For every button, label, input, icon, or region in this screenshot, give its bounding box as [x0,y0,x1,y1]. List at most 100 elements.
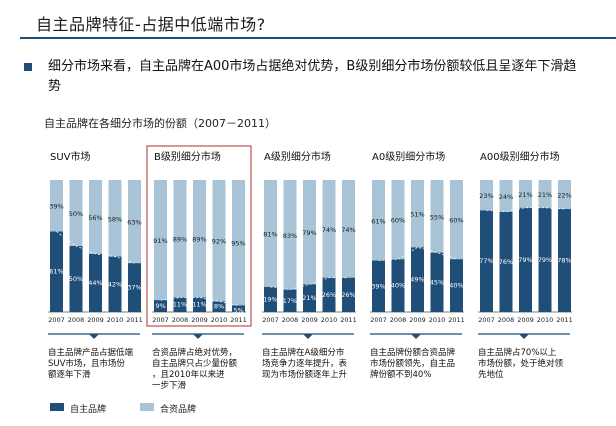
bar-jv [89,180,102,254]
data-label-jv: 63% [127,219,141,227]
bar-jv [519,180,532,208]
data-label-jv: 89% [192,236,206,244]
x-tick-label: 2009 [301,316,318,324]
x-tick-label: 2010 [211,316,228,324]
bar-domestic [283,289,297,312]
pointer-triangle-icon [89,334,99,339]
data-label-jv: 79% [302,229,316,237]
x-tick-label: 2007 [152,316,169,324]
x-tick-label: 2011 [448,316,465,324]
data-label-domestic: 40% [391,282,405,290]
pointer-triangle-icon [519,334,529,339]
panel-note: 合资品牌占绝对优势， [152,347,237,358]
data-label-jv: 83% [283,232,297,240]
bar-jv [538,180,552,208]
bar-jv [264,180,277,287]
bar-domestic [480,210,493,312]
bar-domestic [499,211,513,312]
chart-subtitle: 自主品牌在各细分市场的份额（2007－2011） [44,117,276,130]
x-tick-label: 2008 [390,316,407,324]
bar-domestic [108,256,122,312]
data-label-jv: 92% [212,238,226,246]
bar-domestic [342,277,355,312]
panel-note: 自主品牌在A级细分市 [262,347,345,358]
x-tick-label: 2010 [321,316,338,324]
x-tick-label: 2010 [107,316,124,324]
panel-note: SUV市场，且市场份 [48,358,125,369]
pointer-triangle-icon [193,334,203,339]
pointer-triangle-icon [411,334,421,339]
x-tick-label: 2008 [498,316,515,324]
bar-domestic [264,286,277,312]
trend-line [486,207,565,213]
data-label-jv: 21% [518,191,532,199]
bar-domestic [128,263,141,312]
data-label-domestic: 79% [538,256,552,264]
bar-jv [154,180,167,301]
x-tick-label: 2008 [172,316,189,324]
trend-line [160,297,239,306]
data-label-jv: 81% [263,230,277,238]
data-label-domestic: 37% [127,284,141,292]
data-label-domestic: 21% [302,294,316,302]
legend-label-jv: 合资品牌 [160,405,197,415]
bar-jv [372,180,385,261]
bar-jv [128,180,141,264]
x-tick-label: 2008 [282,316,299,324]
data-label-domestic: 45% [430,278,444,286]
panel-note: 自主品牌产品占据低端 [48,347,134,358]
data-label-domestic: 26% [322,291,336,299]
bar-domestic [538,207,552,312]
x-tick-label: 2008 [68,316,85,324]
bar-jv [69,180,83,246]
panel-title: B级别细分市场 [154,150,221,163]
bar-jv [283,180,297,290]
bar-jv [212,180,226,302]
data-label-domestic: 79% [518,256,532,264]
legend-swatch-jv [140,403,154,411]
panel-title: A级别细分市场 [264,150,331,163]
bar-domestic [322,277,336,312]
data-label-domestic: 5% [233,306,243,314]
bar-domestic [50,231,63,312]
data-label-domestic: 11% [173,301,187,309]
bar-domestic [212,301,226,312]
data-label-domestic: 19% [263,295,277,303]
data-label-domestic: 44% [88,279,102,287]
bar-jv [50,180,63,232]
bar-jv [342,180,355,278]
x-tick-label: 2009 [87,316,104,324]
x-tick-label: 2011 [126,316,143,324]
data-label-domestic: 11% [192,301,206,309]
bar-domestic [411,247,424,312]
x-tick-label: 2009 [517,316,534,324]
bar-jv [108,180,122,257]
data-label-jv: 51% [410,211,424,219]
x-tick-label: 2009 [191,316,208,324]
x-tick-label: 2007 [370,316,387,324]
bar-domestic [303,284,316,312]
bar-domestic [154,300,167,312]
x-tick-label: 2007 [478,316,495,324]
x-tick-label: 2010 [537,316,554,324]
data-label-domestic: 9% [155,302,165,310]
data-label-jv: 74% [322,226,336,234]
panel-note: 自主品牌只占少量份额 [152,358,238,369]
bar-domestic [193,297,206,312]
data-label-domestic: 42% [108,280,122,288]
trend-line [378,246,457,261]
data-label-jv: 50% [69,210,83,218]
data-label-jv: 89% [173,236,187,244]
data-label-jv: 24% [499,193,513,201]
data-label-jv: 23% [479,192,493,200]
bar-jv [411,180,424,248]
title-divider [20,37,616,39]
bar-jv [430,180,444,253]
bar-jv [558,180,571,210]
data-label-domestic: 78% [557,257,571,265]
panel-title: SUV市场 [50,150,91,163]
data-label-domestic: 40% [449,282,463,290]
panel-note: ，且2010年以来进 [152,369,225,380]
x-tick-label: 2011 [340,316,357,324]
